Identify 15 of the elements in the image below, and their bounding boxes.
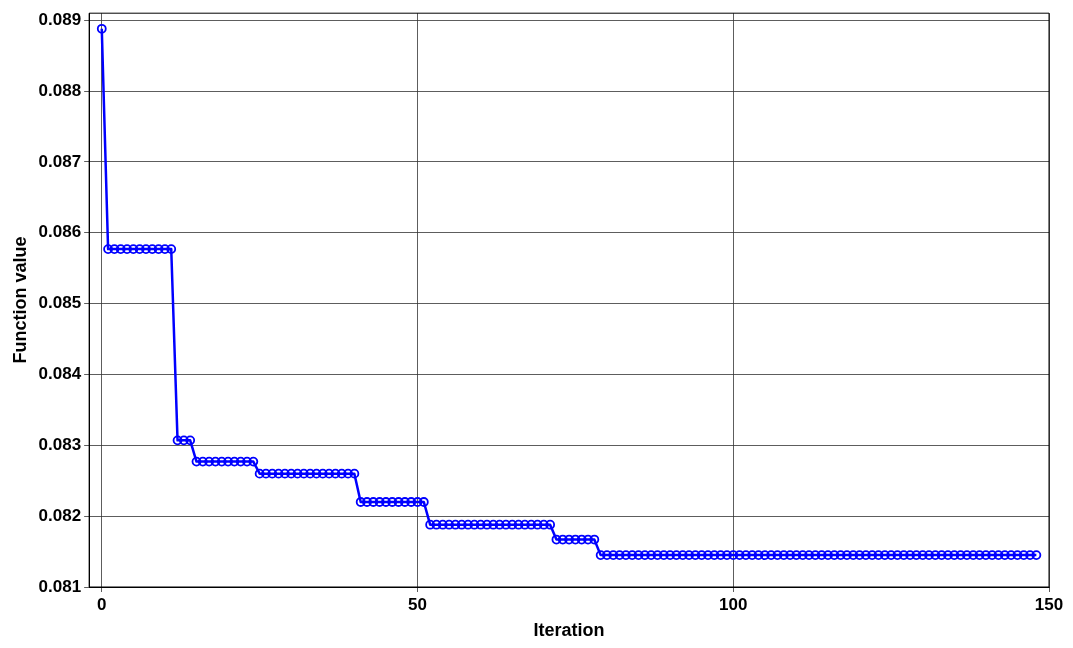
y-tick-label: 0.082 bbox=[38, 505, 82, 525]
y-tick-label: 0.089 bbox=[38, 9, 82, 29]
y-tick-label: 0.083 bbox=[38, 435, 82, 455]
x-tick-label: 50 bbox=[408, 594, 427, 614]
x-tick-label: 0 bbox=[97, 594, 107, 614]
y-tick-label: 0.087 bbox=[38, 151, 82, 171]
x-tick-label: 100 bbox=[719, 594, 748, 614]
y-tick-label: 0.084 bbox=[38, 364, 82, 384]
y-axis-title: Function value bbox=[9, 236, 30, 364]
y-tick-label: 0.088 bbox=[38, 80, 82, 100]
y-tick-label: 0.086 bbox=[38, 222, 82, 242]
x-axis-title: Iteration bbox=[533, 620, 605, 641]
y-tick-label: 0.081 bbox=[38, 576, 82, 596]
x-tick-label: 150 bbox=[1034, 594, 1064, 614]
y-tick-label: 0.085 bbox=[38, 293, 82, 313]
